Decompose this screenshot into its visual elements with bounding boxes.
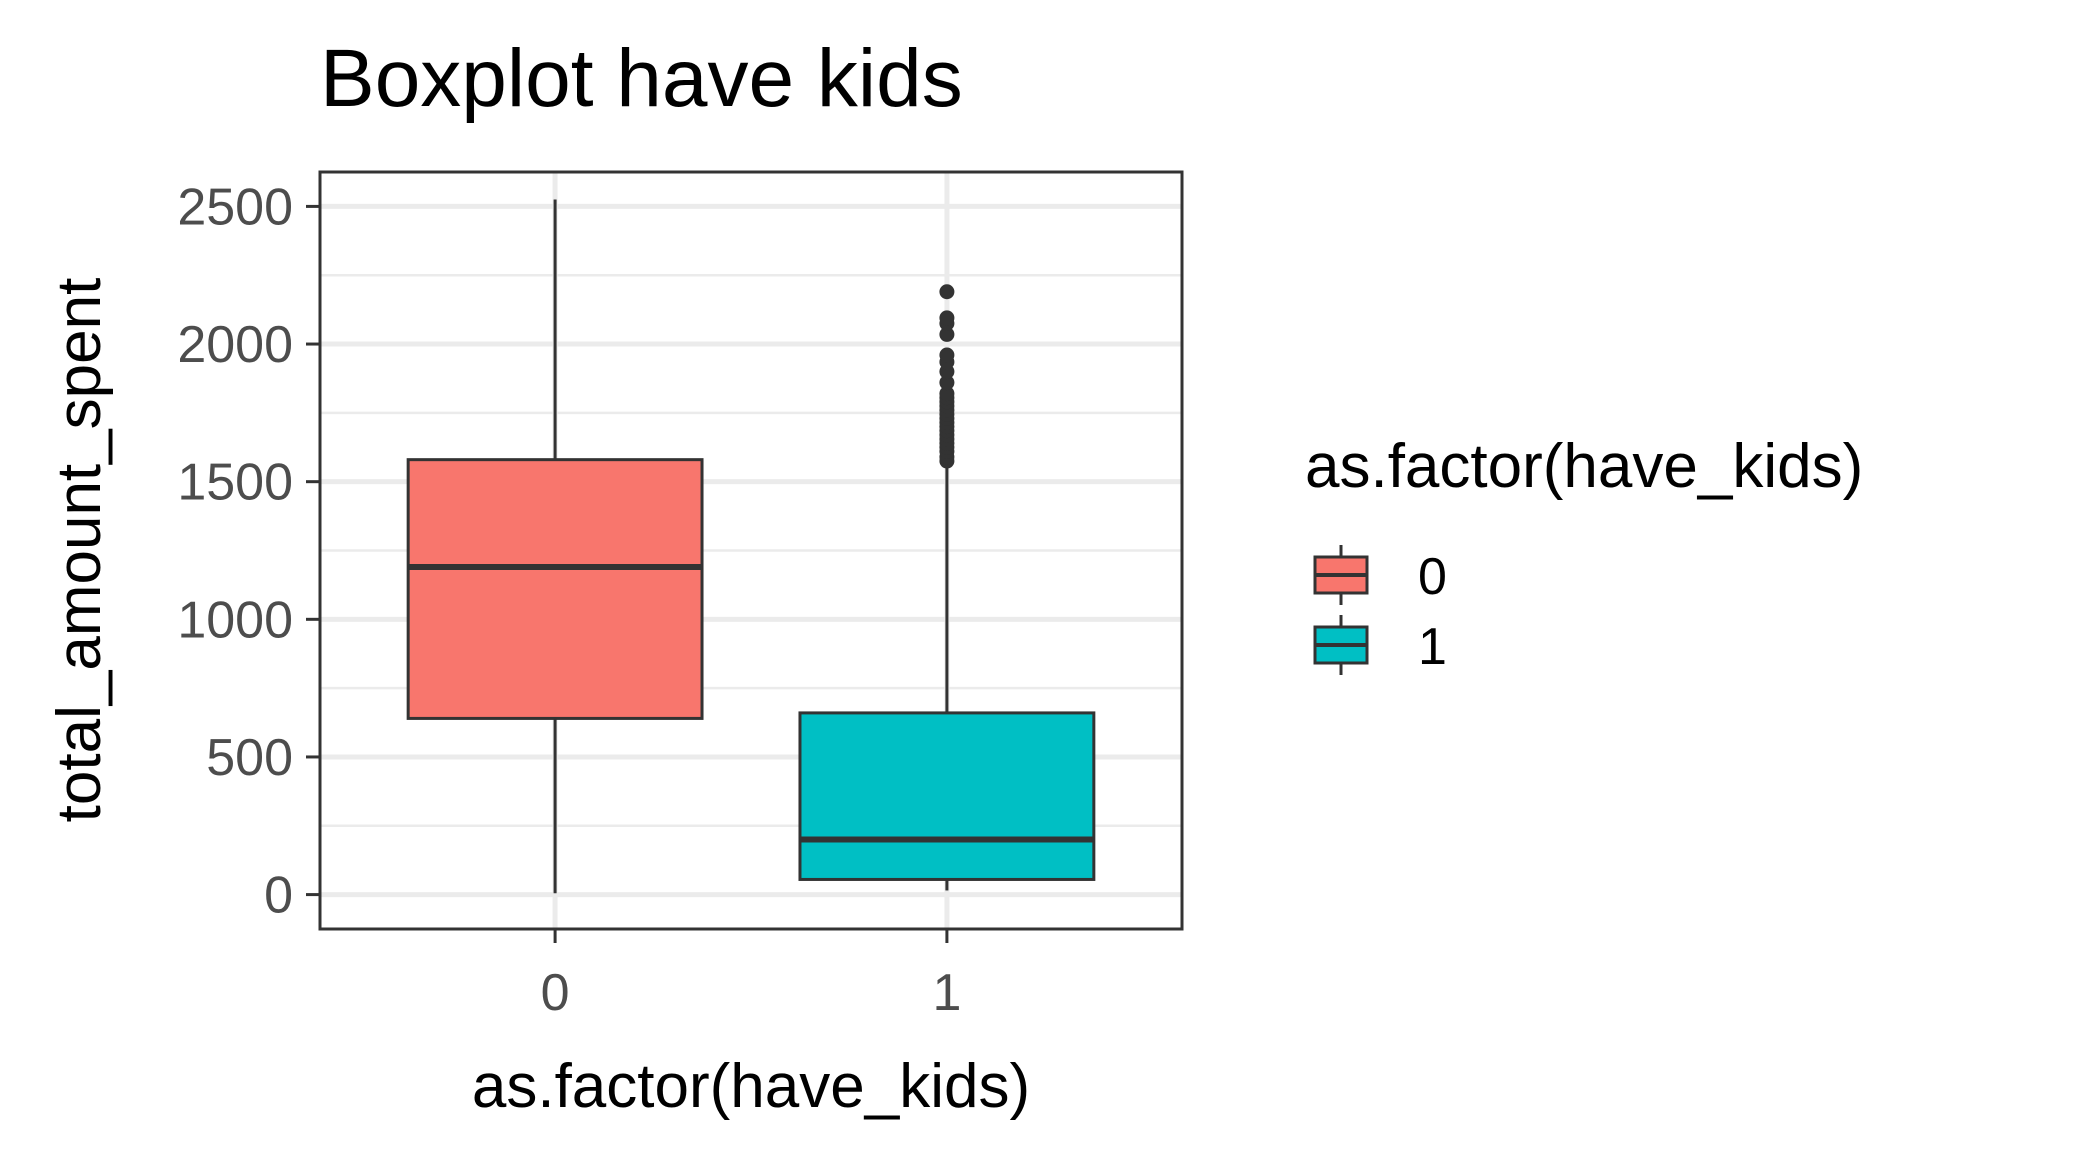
y-tick-label: 2000 — [177, 316, 293, 374]
axis-ticks: 0 500 1000 1500 2000 2500 0 1 — [177, 178, 961, 1022]
legend-key-0: 0 — [1313, 545, 1447, 606]
legend-label: 1 — [1418, 618, 1447, 676]
legend-label: 0 — [1418, 548, 1447, 606]
y-tick-label: 0 — [264, 867, 293, 925]
box-iqr — [406, 458, 704, 720]
box-iqr — [798, 711, 1096, 881]
outlier-point — [939, 284, 955, 300]
legend-title: as.factor(have_kids) — [1305, 432, 1863, 501]
y-tick-label: 500 — [206, 729, 293, 787]
box-group-1 — [798, 284, 1096, 891]
y-tick-label: 1500 — [177, 454, 293, 512]
outlier-point — [939, 347, 955, 363]
box-layer — [406, 199, 1096, 894]
y-axis-title: total_amount_spent — [45, 278, 114, 823]
x-tick-label: 1 — [932, 964, 961, 1022]
y-tick-label: 2500 — [177, 178, 293, 236]
grid-lines — [320, 172, 1182, 929]
legend-keys: 01 — [1313, 545, 1447, 676]
outlier-point — [939, 375, 955, 391]
box-group-0 — [406, 199, 704, 894]
plot-border — [318, 170, 1184, 931]
outlier-point — [939, 386, 955, 402]
legend-key-1: 1 — [1313, 615, 1447, 676]
y-tick-label: 1000 — [177, 591, 293, 649]
outlier-point — [939, 310, 955, 326]
outlier-point — [939, 326, 955, 342]
x-axis-title: as.factor(have_kids) — [472, 1052, 1030, 1121]
x-tick-label: 0 — [541, 964, 570, 1022]
legend: as.factor(have_kids) 01 — [1305, 432, 1863, 676]
chart-title: Boxplot have kids — [320, 33, 963, 124]
